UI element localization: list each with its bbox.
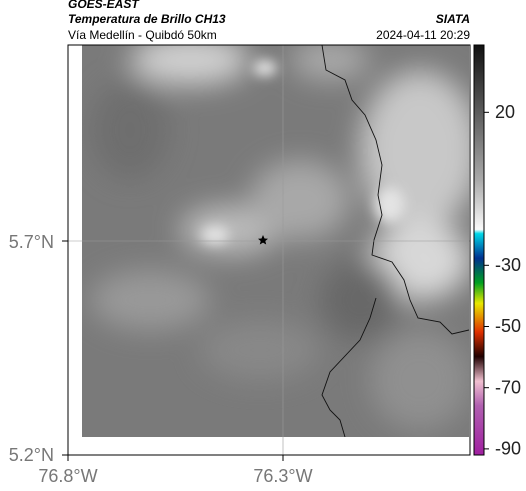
satellite-image <box>82 45 469 437</box>
location-marker <box>258 235 268 245</box>
map-title: Temperatura de Brillo CH13 <box>68 12 226 26</box>
source-label: SIATA <box>436 12 470 26</box>
colorbar-ticks: 20 -30 -50 -70 -90 <box>484 102 521 459</box>
colorbar-tick-label: -70 <box>495 377 521 397</box>
lat-label: 5.7°N <box>9 232 54 252</box>
lon-label: 76.3°W <box>253 466 312 486</box>
colorbar-tick-label: -90 <box>495 439 521 459</box>
timestamp: 2024-04-11 20:29 <box>376 28 470 42</box>
product-name: GOES-EAST <box>68 0 140 11</box>
colorbar-tick-label: -30 <box>495 255 521 275</box>
map-subtitle: Vía Medellín - Quibdó 50km <box>68 28 217 42</box>
colorbar-tick-label: -50 <box>495 316 521 336</box>
colorbar-tick-label: 20 <box>495 102 515 122</box>
map-frame <box>67 44 471 456</box>
lat-label: 5.2°N <box>9 445 54 465</box>
colorbar <box>473 44 485 456</box>
lon-label: 76.8°W <box>38 466 97 486</box>
border-line <box>321 45 469 437</box>
